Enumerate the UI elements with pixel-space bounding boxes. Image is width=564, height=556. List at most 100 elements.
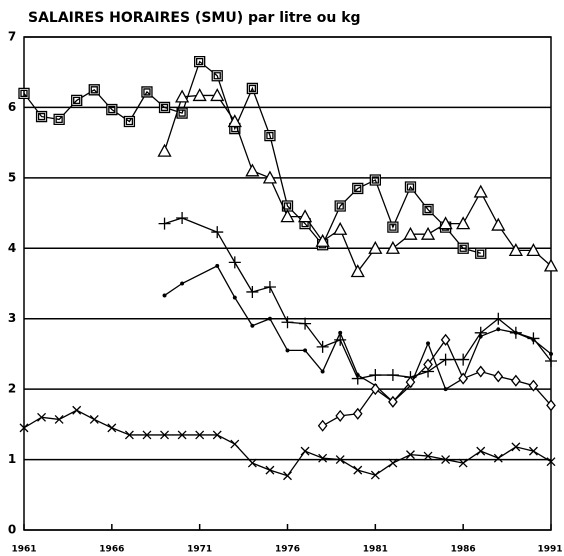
marker-diamond (475, 365, 486, 378)
x-tick-label: 1986 (451, 545, 476, 555)
marker-dot (232, 295, 237, 300)
marker-triangle (297, 209, 313, 223)
y-tick-label: 4 (8, 241, 16, 255)
marker-plus (211, 226, 224, 239)
x-tick-label: 1981 (363, 545, 388, 555)
marker-plus (299, 317, 312, 330)
marker-dot (478, 334, 483, 339)
marker-triangle (315, 233, 330, 247)
marker-dot (425, 341, 431, 346)
marker-triangle (157, 143, 172, 157)
marker-cross (142, 430, 152, 440)
marker-cross (283, 471, 292, 481)
x-tick-label: 1971 (187, 545, 212, 555)
marker-triangle (227, 114, 242, 128)
x-tick-label: 1976 (275, 545, 300, 555)
marker-square (211, 70, 223, 82)
y-tick-label: 6 (8, 100, 16, 114)
chart-title: SALAIRES HORAIRES (SMU) par litre ou kg (28, 10, 361, 26)
marker-diamond (458, 372, 468, 385)
marker-square (141, 86, 153, 98)
marker-plus (334, 333, 347, 346)
marker-cross (300, 446, 310, 456)
marker-dot (303, 348, 308, 353)
x-tick-label: 1961 (11, 545, 36, 555)
marker-plus (228, 256, 241, 269)
marker-square (53, 113, 65, 126)
marker-square (387, 221, 399, 233)
marker-cross (37, 412, 47, 422)
marker-plus (457, 353, 470, 366)
marker-triangle (420, 226, 436, 240)
marker-dot (320, 369, 325, 374)
series-line (23, 60, 481, 254)
marker-square (422, 203, 434, 216)
marker-triangle (473, 184, 488, 198)
marker-triangle (245, 163, 260, 177)
marker-cross (476, 446, 486, 456)
marker-dot (267, 316, 272, 321)
marker-cross (370, 470, 380, 480)
marker-plus (439, 353, 452, 366)
x-tick-label: 1966 (99, 545, 124, 555)
marker-cross (212, 430, 222, 440)
marker-triangle (403, 226, 418, 240)
marker-diamond (405, 376, 416, 389)
marker-diamond (493, 370, 504, 383)
marker-triangle (508, 243, 523, 257)
y-tick-label: 2 (8, 382, 16, 396)
marker-diamond (352, 407, 363, 420)
marker-square (334, 200, 346, 212)
marker-diamond (440, 333, 451, 346)
marker-triangle (350, 264, 365, 278)
marker-plus (386, 369, 399, 382)
marker-triangle (526, 243, 541, 257)
marker-triangle (175, 89, 190, 103)
marker-dot (443, 387, 448, 392)
y-tick-label: 0 (8, 523, 16, 537)
marker-cross (353, 465, 363, 475)
marker-dot (215, 263, 220, 268)
marker-square (404, 181, 417, 193)
marker-square (88, 84, 100, 96)
marker-cross (247, 458, 257, 468)
marker-triangle (491, 217, 506, 231)
marker-square (106, 103, 118, 116)
marker-triangle (280, 209, 295, 223)
marker-plus (263, 281, 276, 294)
marker-cross (160, 430, 169, 440)
marker-square (123, 115, 136, 128)
marker-plus (176, 212, 189, 225)
marker-diamond (335, 409, 346, 422)
marker-cross (458, 458, 468, 468)
marker-plus (369, 369, 382, 382)
marker-triangle (210, 88, 225, 102)
marker-diamond (511, 374, 521, 387)
marker-diamond (317, 419, 328, 432)
marker-cross (177, 430, 187, 440)
marker-triangle (438, 216, 453, 230)
marker-triangle (192, 88, 207, 102)
marker-dot (496, 327, 501, 332)
marker-square (352, 182, 364, 195)
marker-diamond (388, 395, 398, 408)
marker-diamond (423, 358, 433, 371)
marker-dot (513, 330, 518, 335)
marker-cross (423, 451, 433, 461)
marker-cross (406, 450, 415, 460)
marker-triangle (333, 221, 348, 235)
y-tick-label: 1 (8, 452, 16, 466)
marker-plus (316, 340, 329, 353)
y-tick-label: 5 (8, 170, 16, 184)
series-line (164, 265, 552, 403)
plot-frame (23, 36, 552, 531)
series-line (23, 409, 552, 477)
marker-cross (511, 442, 521, 452)
marker-plus (158, 217, 171, 230)
marker-cross (335, 455, 345, 465)
marker-dot (180, 281, 185, 286)
marker-square (18, 87, 30, 99)
marker-diamond (528, 379, 539, 392)
marker-triangle (368, 240, 383, 254)
